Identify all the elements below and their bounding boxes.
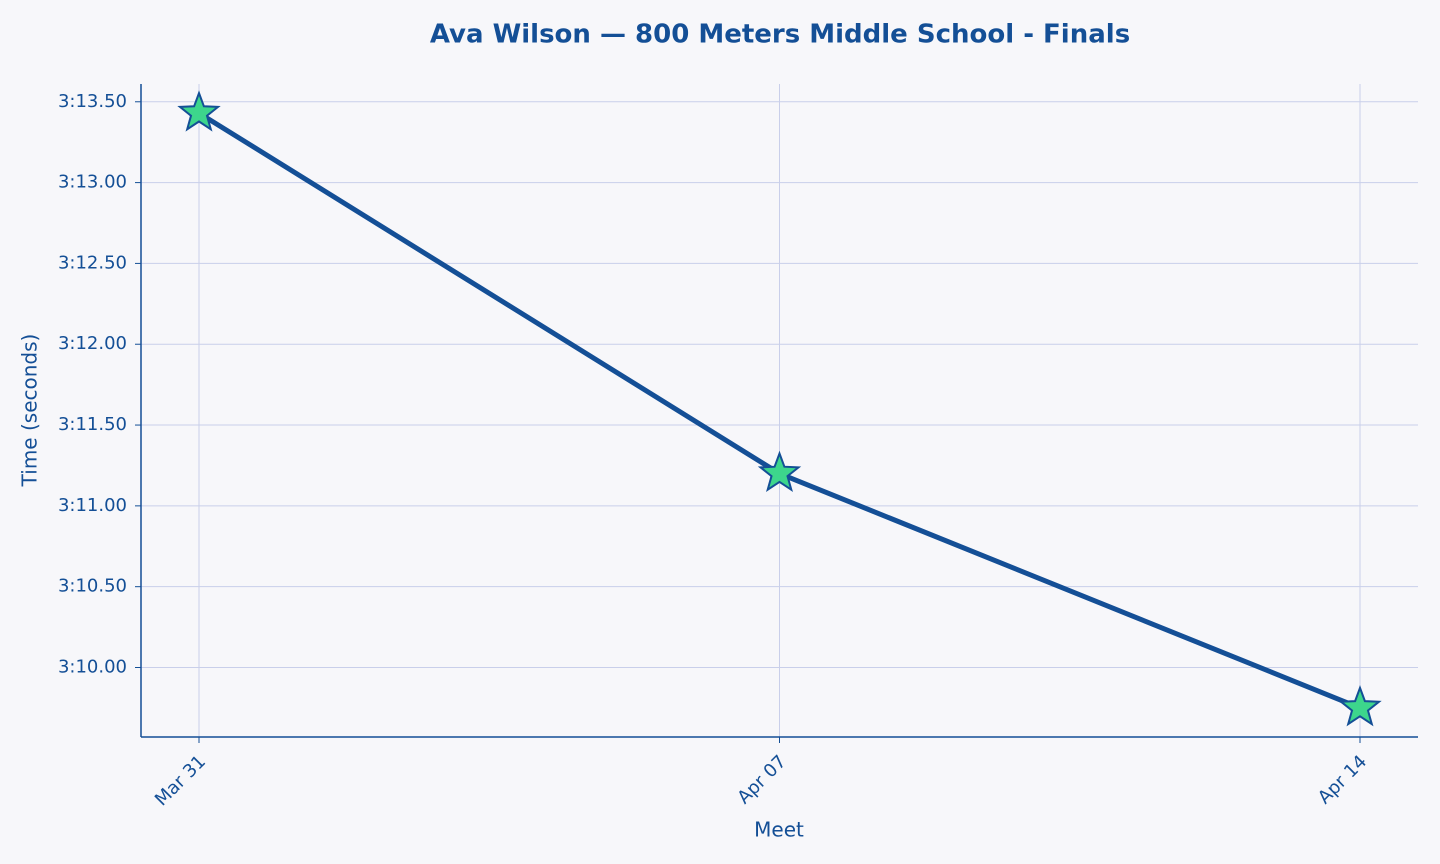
y-axis-label: Time (seconds) xyxy=(18,334,42,488)
x-axis-label: Meet xyxy=(754,818,804,842)
marker xyxy=(757,450,802,493)
x-tick-label: Mar 31 xyxy=(151,751,210,810)
marker xyxy=(1338,685,1382,727)
chart-title: Ava Wilson — 800 Meters Middle School - … xyxy=(430,20,1130,50)
y-tick-label: 3:10.00 xyxy=(58,656,127,677)
y-tick-label: 3:13.00 xyxy=(58,172,127,193)
x-tick-label: Apr 14 xyxy=(1314,751,1371,808)
y-tick-label: 3:13.50 xyxy=(58,91,127,112)
x-tick-label: Apr 07 xyxy=(733,751,790,808)
y-tick-label: 3:11.50 xyxy=(58,414,127,435)
marker xyxy=(177,90,221,132)
y-tick-label: 3:11.00 xyxy=(58,495,127,516)
y-tick-label: 3:12.50 xyxy=(58,252,127,273)
y-tick-label: 3:10.50 xyxy=(58,576,127,597)
y-tick-label: 3:12.00 xyxy=(58,333,127,354)
